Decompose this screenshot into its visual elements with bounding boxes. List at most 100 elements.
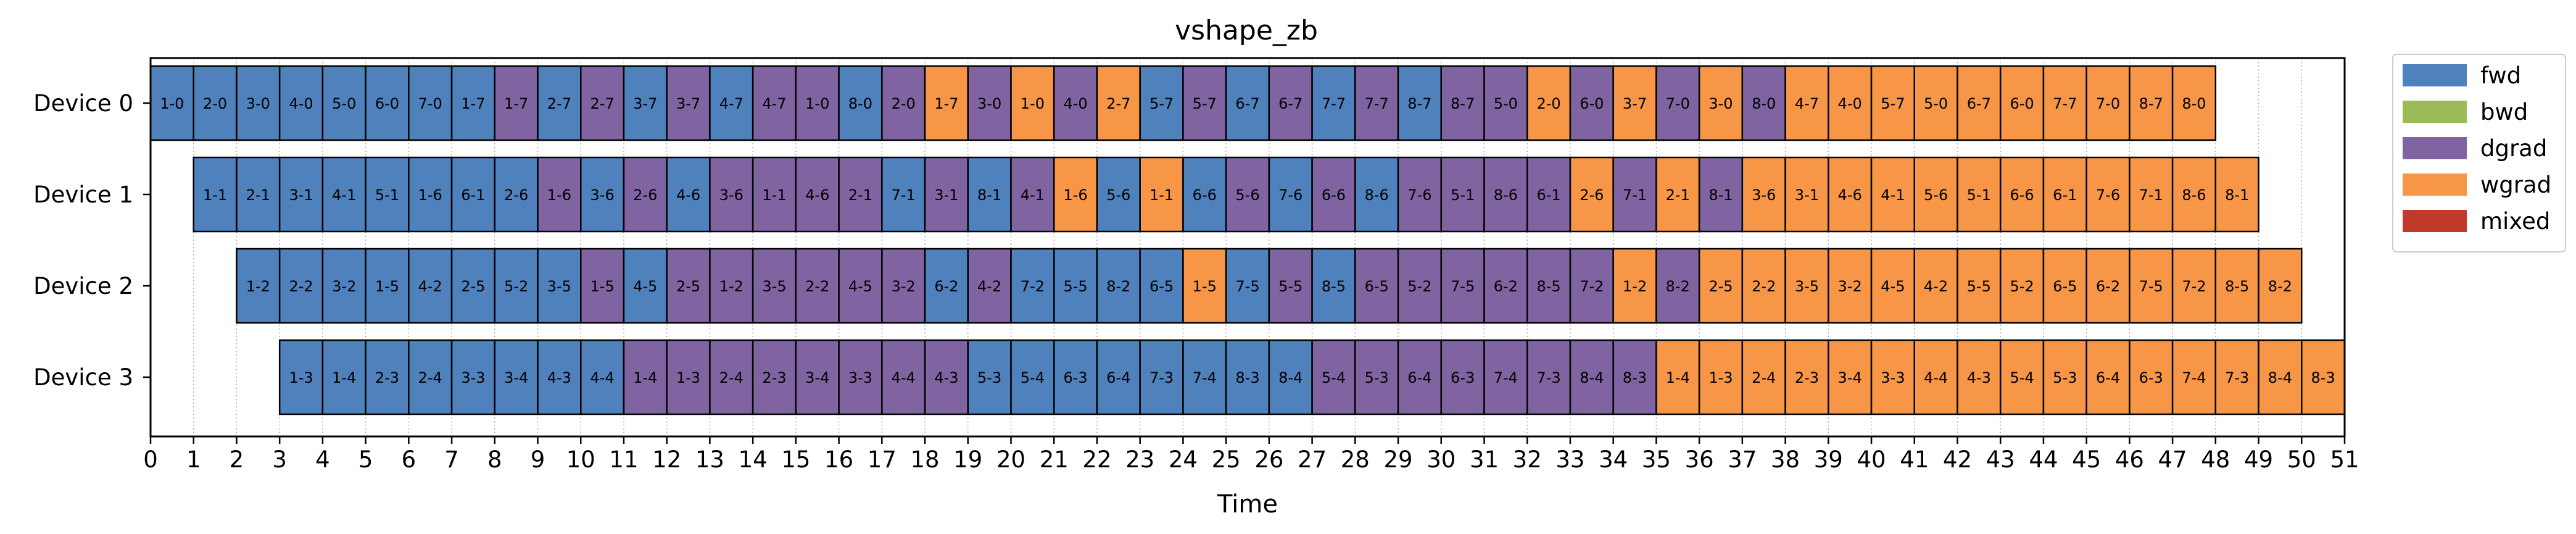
x-tick-label: 9: [531, 446, 545, 473]
block-bar: [1053, 248, 1098, 324]
block-bar: [881, 248, 926, 324]
block-label: 1-4: [332, 369, 356, 386]
schedule-block: 1-2: [1612, 248, 1657, 324]
x-tick-label: 20: [996, 446, 1025, 473]
block-label: 2-5: [676, 278, 700, 295]
block-bar: [2085, 65, 2131, 141]
schedule-block: 8-6: [1354, 156, 1399, 233]
block-label: 1-6: [418, 186, 442, 204]
schedule-block: 6-6: [1311, 156, 1356, 233]
schedule-block: 3-2: [1828, 248, 1873, 324]
x-tick-label: 40: [1857, 446, 1886, 473]
x-tick-label: 51: [2330, 446, 2359, 473]
schedule-block: 8-7: [1440, 65, 1485, 141]
x-tick-label: 15: [781, 446, 810, 473]
block-label: 7-1: [892, 186, 916, 204]
block-bar: [752, 339, 797, 415]
block-bar: [408, 156, 453, 233]
block-label: 5-3: [2053, 369, 2077, 386]
schedule-block: 3-1: [278, 156, 324, 233]
block-bar: [666, 65, 711, 141]
schedule-block: 8-2: [1655, 248, 1700, 324]
block-bar: [1612, 339, 1657, 415]
block-label: 6-6: [2010, 186, 2034, 204]
block-label: 7-0: [418, 95, 442, 112]
block-label: 8-0: [1752, 95, 1776, 112]
x-tick-label: 12: [652, 446, 681, 473]
x-tick-label: 39: [1814, 446, 1843, 473]
block-bar: [1957, 339, 2002, 415]
x-tick-label: 11: [609, 446, 638, 473]
block-label: 3-2: [1838, 278, 1862, 295]
schedule-block: 2-5: [1698, 248, 1744, 324]
block-bar: [1311, 65, 1356, 141]
schedule-block: 5-1: [365, 156, 410, 233]
block-label: 6-3: [2139, 369, 2163, 386]
block-bar: [1053, 339, 1098, 415]
block-label: 8-5: [1322, 278, 1346, 295]
block-label: 2-6: [504, 186, 528, 204]
block-label: 2-6: [1580, 186, 1604, 204]
block-label: 1-7: [504, 95, 528, 112]
block-label: 5-4: [2010, 369, 2034, 386]
block-bar: [365, 65, 410, 141]
schedule-block: 6-1: [2042, 156, 2087, 233]
block-label: 4-7: [719, 95, 743, 112]
legend-item: dgrad: [2403, 135, 2547, 162]
block-label: 1-1: [1149, 186, 1174, 204]
schedule-block: 6-3: [2129, 339, 2174, 415]
x-tick-label: 26: [1254, 446, 1283, 473]
schedule-block: 2-0: [881, 65, 926, 141]
block-label: 1-3: [1708, 369, 1733, 386]
block-bar: [1311, 156, 1356, 233]
device-axis: Device 0 Device 1 Device 2 Device 3: [33, 90, 151, 391]
device-label: Device 0: [33, 90, 133, 117]
x-tick-label: 13: [695, 446, 724, 473]
schedule-block: 1-5: [1182, 248, 1227, 324]
schedule-block: 3-1: [924, 156, 969, 233]
schedule-block: 3-7: [1612, 65, 1657, 141]
block-label: 6-3: [1063, 369, 1087, 386]
block-bar: [1397, 248, 1443, 324]
block-label: 8-0: [848, 95, 872, 112]
x-tick-label: 17: [868, 446, 897, 473]
x-tick-label: 8: [487, 446, 502, 473]
block-bar: [1483, 339, 1528, 415]
schedule-block: 8-5: [1311, 248, 1356, 324]
schedule-block: 3-7: [666, 65, 711, 141]
schedule-block: 2-1: [236, 156, 281, 233]
schedule-block: 4-0: [1053, 65, 1098, 141]
schedule-block: 7-3: [1526, 339, 1572, 415]
x-tick-label: 45: [2072, 446, 2101, 473]
block-label: 2-0: [892, 95, 916, 112]
block-label: 8-3: [1235, 369, 1259, 386]
block-bar: [1225, 248, 1270, 324]
schedule-block: 4-5: [1870, 248, 1915, 324]
schedule-block: 5-0: [1913, 65, 1958, 141]
block-label: 7-3: [2225, 369, 2249, 386]
block-label: 6-6: [1193, 186, 1217, 204]
schedule-block: 4-6: [666, 156, 711, 233]
x-tick-label: 0: [143, 446, 158, 473]
block-label: 3-5: [762, 278, 786, 295]
block-bar: [752, 248, 797, 324]
block-bar: [1913, 156, 1958, 233]
x-tick-label: 18: [911, 446, 940, 473]
x-tick-label: 43: [1986, 446, 2015, 473]
block-label: 4-0: [1838, 95, 1862, 112]
block-label: 6-2: [2096, 278, 2120, 295]
schedule-block: 3-0: [1698, 65, 1744, 141]
block-label: 7-4: [1193, 369, 1217, 386]
schedule-block: 1-7: [450, 65, 496, 141]
block-label: 3-5: [547, 278, 571, 295]
block-bar: [2129, 248, 2174, 324]
block-label: 8-4: [1580, 369, 1604, 386]
legend-item: bwd: [2403, 99, 2528, 125]
block-label: 5-7: [1881, 95, 1905, 112]
schedule-block: 7-5: [2129, 248, 2174, 324]
block-label: 1-5: [590, 278, 615, 295]
block-bar: [1870, 156, 1915, 233]
block-bar: [1655, 248, 1700, 324]
schedule-block: 5-3: [1354, 339, 1399, 415]
schedule-block: 8-1: [967, 156, 1012, 233]
